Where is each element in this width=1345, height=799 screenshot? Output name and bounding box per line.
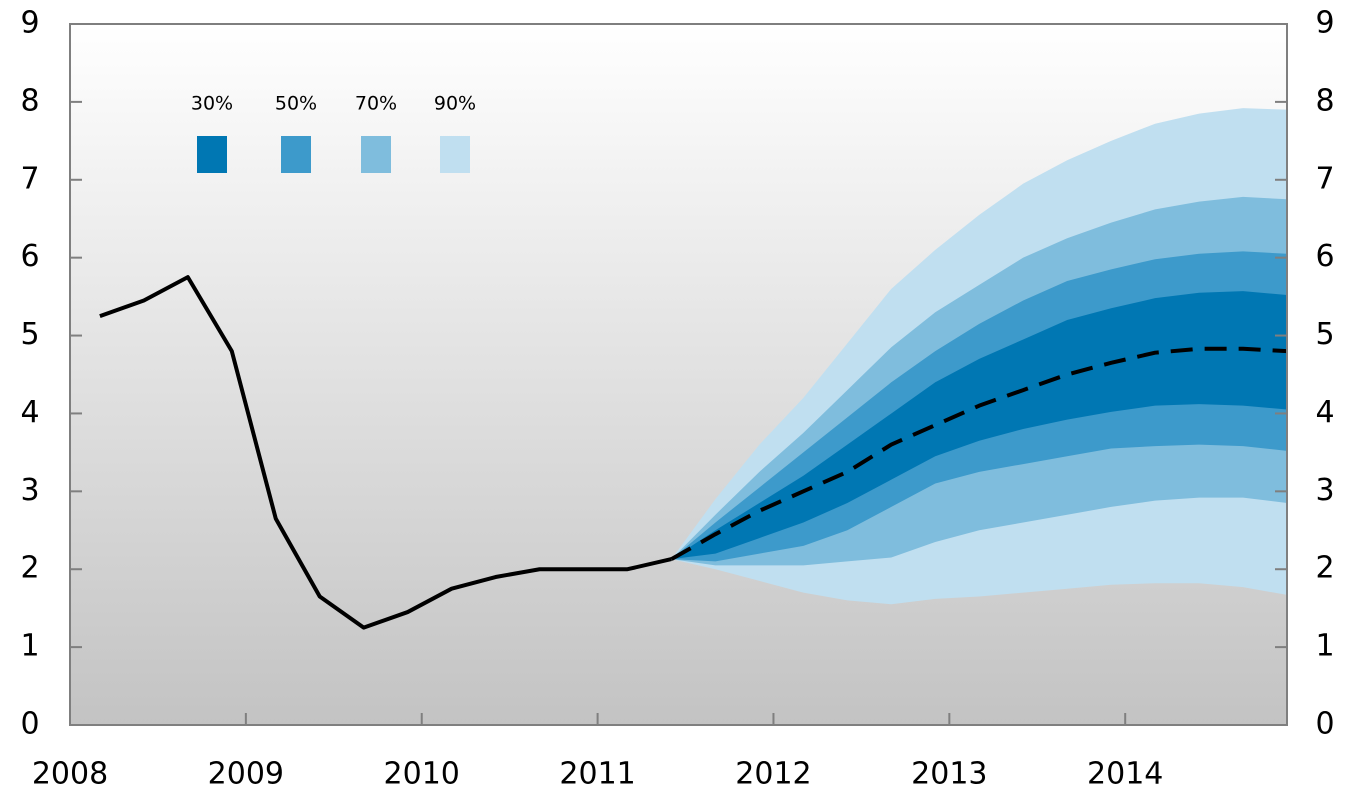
x-tick-label: 2014 — [1087, 757, 1163, 792]
y2-tick-label: 6 — [1315, 239, 1334, 274]
y-tick-label: 8 — [20, 83, 39, 118]
y-tick-label: 0 — [20, 707, 39, 742]
y-tick-label: 2 — [20, 551, 39, 586]
x-tick-label: 2011 — [559, 757, 635, 792]
y2-tick-label: 7 — [1315, 161, 1334, 196]
y2-tick-label: 9 — [1315, 6, 1334, 41]
y-tick-label: 1 — [20, 629, 39, 664]
y-tick-label: 6 — [20, 239, 39, 274]
y-tick-label: 7 — [20, 161, 39, 196]
y2-tick-label: 3 — [1315, 473, 1334, 508]
y-tick-label: 9 — [20, 6, 39, 41]
x-tick-label: 2013 — [911, 757, 987, 792]
x-tick-label: 2010 — [384, 757, 460, 792]
plot-frame — [69, 23, 1288, 726]
forecast-line — [670, 346, 1288, 561]
legend-swatch — [281, 136, 311, 173]
legend-label: 70% — [355, 93, 397, 115]
y2-tick-label: 0 — [1315, 707, 1334, 742]
y2-tick-label: 5 — [1315, 317, 1334, 352]
x-tick-label: 2008 — [32, 757, 108, 792]
y2-tick-label: 2 — [1315, 551, 1334, 586]
legend-swatch — [440, 136, 470, 173]
fan-band — [671, 291, 1287, 560]
y-tick-label: 4 — [20, 395, 39, 430]
history-line — [99, 275, 672, 630]
legend-swatch — [361, 136, 391, 173]
y2-tick-label: 1 — [1315, 629, 1334, 664]
legend-label: 30% — [191, 93, 233, 115]
y-tick-label: 3 — [20, 473, 39, 508]
x-tick-label: 2012 — [735, 757, 811, 792]
x-tick-label: 2009 — [208, 757, 284, 792]
y2-tick-label: 8 — [1315, 83, 1334, 118]
legend-label: 90% — [434, 93, 476, 115]
legend-swatch — [197, 136, 227, 173]
y-tick-label: 5 — [20, 317, 39, 352]
legend-label: 50% — [275, 93, 317, 115]
y2-tick-label: 4 — [1315, 395, 1334, 430]
